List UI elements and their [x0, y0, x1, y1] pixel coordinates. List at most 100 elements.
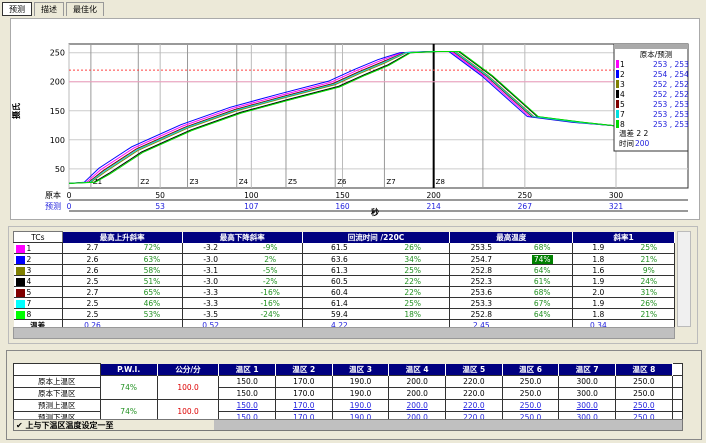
zone-temp-cell[interactable]: 170.0 — [275, 398, 333, 412]
zone-temp-cell[interactable]: 250.0 — [615, 386, 673, 400]
cell-value: 2.7 — [86, 243, 99, 253]
legend-values: 253 , 253 — [653, 110, 689, 119]
tc-color-swatch — [15, 255, 25, 264]
zone-temp-cell[interactable]: 200.0 — [388, 374, 447, 388]
zone-temp-cell[interactable]: 250.0 — [501, 398, 560, 412]
corner-cell — [13, 363, 101, 376]
zone-label: Z8 — [436, 178, 445, 186]
table-row[interactable]: 原本下温区 150.0 170.0 190.0 200.0 220.0 250.0 300.0… — [13, 386, 684, 400]
stat-cell: 25% — [376, 264, 451, 276]
zone-temp-cell[interactable]: 300.0 — [558, 398, 617, 412]
zone-label: Z7 — [386, 178, 395, 186]
stats-header: 最高温度 — [449, 231, 574, 243]
horizontal-scrollbar[interactable] — [13, 327, 675, 339]
table-row[interactable]: 5 2.7 65% -3.3 -16% 60.4 22% 253.6 68% 2.0 31% — [13, 286, 675, 298]
cell-value: 252.8 — [470, 309, 493, 319]
tc-label: 5 — [26, 287, 32, 297]
zone-temp-cell[interactable]: 250.0 — [501, 386, 560, 400]
y-axis-label: 摄氏 — [11, 103, 21, 119]
stat-cell: 252.8 — [449, 308, 513, 320]
zone-temp-cell[interactable]: 170.0 — [275, 386, 333, 400]
legend-swatch — [616, 120, 619, 128]
zone-label: Z1 — [93, 178, 102, 186]
zone-header: 温区 8 — [615, 363, 673, 375]
zone-temp-cell[interactable]: 190.0 — [331, 374, 390, 388]
zone-temp-cell[interactable]: 250.0 — [615, 374, 673, 388]
zone-label: Z4 — [239, 178, 249, 186]
zone-temp-cell[interactable]: 250.0 — [501, 374, 560, 388]
zone-temp-cell[interactable]: 220.0 — [445, 374, 503, 388]
cell-value: 2% — [264, 254, 277, 264]
table-row[interactable]: 7 2.5 46% -3.3 -16% 61.4 25% 253.3 67% 1.9 26% — [13, 297, 675, 309]
table-row[interactable]: 3 2.6 58% -3.1 -5% 61.3 25% 252.8 64% 1.6 9% — [13, 264, 675, 276]
tab-predict[interactable]: 预测 — [2, 2, 32, 16]
stat-cell: 253.6 — [449, 286, 513, 298]
zone-temp-cell[interactable]: 150.0 — [218, 374, 277, 388]
table-row[interactable]: 预测上温区 74% 100.0 150.0 170.0 190.0 200.0 220.0 25… — [13, 398, 684, 424]
speed-cell[interactable]: 100.0 — [156, 374, 220, 400]
tc-color-swatch — [15, 266, 25, 275]
empty-cell — [671, 386, 684, 400]
tab-describe[interactable]: 描述 — [34, 2, 64, 16]
table-row[interactable]: 原本上温区 74% 100.0 150.0 170.0 190.0 200.0 220.0 25… — [13, 374, 684, 400]
zone-temp-cell[interactable]: 300.0 — [558, 386, 617, 400]
zone-temp-cell[interactable]: 300.0 — [558, 374, 617, 388]
zone-temp-cell[interactable]: 220.0 — [445, 386, 503, 400]
tc-label: 3 — [26, 265, 32, 275]
cell-value: -2% — [262, 276, 278, 286]
zone-header: 温区 2 — [275, 363, 333, 375]
legend-swatch — [616, 110, 619, 118]
tc-label: 8 — [26, 309, 32, 319]
zone-temp-cell[interactable]: 220.0 — [445, 398, 503, 412]
tcs-header: TCs — [13, 231, 63, 243]
cell-value: 1.6 — [592, 265, 605, 275]
stat-cell: -3.3 — [182, 286, 239, 298]
cell-value: 25% — [404, 265, 422, 275]
checkbox-label: 上与下温区温度设定一至 — [25, 421, 114, 430]
stat-cell: -9% — [238, 242, 303, 254]
legend-series-name: 7 — [620, 110, 625, 119]
stat-cell: -3.3 — [182, 297, 239, 309]
zone-label: Z3 — [190, 178, 199, 186]
x-tick-label: 0 — [67, 191, 72, 200]
stat-cell: 58% — [122, 264, 183, 276]
zone-temp-cell[interactable]: 200.0 — [388, 386, 447, 400]
zone-temp-cell[interactable]: 250.0 — [615, 398, 673, 412]
y-tick-label: 200 — [50, 78, 65, 87]
cell-value: 21% — [640, 309, 658, 319]
zone-temp-cell[interactable]: 170.0 — [275, 374, 333, 388]
legend-swatch — [616, 100, 619, 108]
zone-temp-cell[interactable]: 200.0 — [388, 398, 447, 412]
zone-header: 温区 3 — [332, 363, 390, 375]
table-row[interactable]: 4 2.5 51% -3.0 -2% 60.5 22% 252.3 61% 1.9 24% — [13, 275, 675, 287]
consistent-zones-checkbox[interactable]: ✔ 上与下温区温度设定一至 — [14, 420, 214, 430]
checkbox-row: ✔ 上与下温区温度设定一至 — [13, 419, 683, 431]
legend-series-name: 1 — [620, 60, 625, 69]
cell-value: -3.0 — [203, 276, 218, 286]
cell-value: 68% — [533, 287, 551, 297]
stat-cell: 22% — [376, 275, 451, 287]
tc-color-swatch — [15, 299, 25, 308]
zone-temp-cell[interactable]: 150.0 — [218, 398, 277, 412]
stat-cell: 60.5 — [302, 275, 377, 287]
cell-value: 64% — [533, 309, 551, 319]
empty-cell — [671, 363, 684, 376]
cell-value: -5% — [262, 265, 278, 275]
zone-temp-cell[interactable]: 150.0 — [218, 386, 277, 400]
cell-value: 63% — [143, 254, 161, 264]
table-row[interactable]: 2 2.6 63% -3.0 2% 63.6 34% 254.7 74% 1.8 21% — [13, 253, 675, 265]
legend-series-name: 2 — [620, 70, 625, 79]
vertical-scrollbar[interactable] — [677, 231, 691, 327]
tab-optimize[interactable]: 最佳化 — [66, 2, 104, 16]
tab-bar: 预测 描述 最佳化 — [2, 2, 106, 16]
plot-area — [68, 43, 689, 189]
stat-cell: 1.8 — [572, 253, 624, 265]
cell-value: 2.5 — [86, 298, 99, 308]
table-row[interactable]: 8 2.5 53% -3.5 -24% 59.4 18% 252.8 64% 1.8 21% — [13, 308, 675, 320]
table-row[interactable]: 1 2.7 72% -3.2 -9% 61.5 26% 253.5 68% 1.9 25% — [13, 242, 675, 254]
cell-value: 34% — [404, 254, 422, 264]
zone-temp-cell[interactable]: 190.0 — [331, 398, 390, 412]
series-line-7 — [68, 51, 617, 184]
zone-temp-cell[interactable]: 190.0 — [331, 386, 390, 400]
cell-value: -24% — [260, 309, 280, 319]
